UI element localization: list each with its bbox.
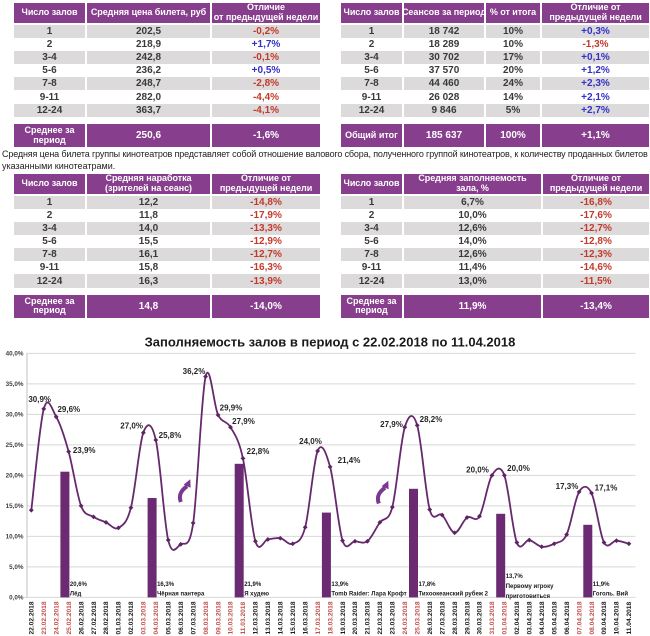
svg-text:19.03.2018: 19.03.2018 [340, 601, 347, 634]
svg-text:22.03.2018: 22.03.2018 [377, 601, 384, 634]
svg-text:24.02.2018: 24.02.2018 [53, 601, 60, 634]
svg-text:40,0%: 40,0% [6, 351, 24, 358]
svg-text:13,7%: 13,7% [506, 574, 524, 580]
svg-text:04.03.2018: 04.03.2018 [153, 601, 160, 634]
svg-text:17.03.2018: 17.03.2018 [315, 601, 322, 634]
svg-text:21.03.2018: 21.03.2018 [365, 601, 372, 634]
svg-text:24,0%: 24,0% [299, 437, 322, 446]
svg-text:08.04.2018: 08.04.2018 [589, 601, 596, 634]
svg-text:27.03.2018: 27.03.2018 [439, 601, 446, 634]
svg-text:07.03.2018: 07.03.2018 [190, 601, 197, 634]
svg-text:35,0%: 35,0% [6, 381, 24, 388]
svg-text:07.04.2018: 07.04.2018 [576, 601, 583, 634]
svg-text:28.03.2018: 28.03.2018 [452, 601, 459, 634]
svg-text:17,3%: 17,3% [556, 482, 579, 491]
svg-text:25,8%: 25,8% [159, 431, 182, 440]
svg-text:10.03.2018: 10.03.2018 [228, 601, 235, 634]
svg-text:0,0%: 0,0% [9, 595, 24, 602]
svg-text:11.04.2018: 11.04.2018 [626, 602, 633, 635]
svg-text:26.03.2018: 26.03.2018 [427, 601, 434, 634]
svg-text:18.03.2018: 18.03.2018 [327, 601, 334, 634]
svg-text:31.03.2018: 31.03.2018 [489, 601, 496, 634]
svg-text:30,9%: 30,9% [28, 395, 51, 404]
svg-text:25,0%: 25,0% [6, 442, 24, 449]
svg-text:02.04.2018: 02.04.2018 [514, 601, 521, 634]
svg-text:27.02.2018: 27.02.2018 [91, 601, 98, 634]
svg-text:15,0%: 15,0% [6, 503, 24, 510]
svg-text:04.04.2018: 04.04.2018 [539, 601, 546, 634]
svg-text:01.04.2018: 01.04.2018 [502, 601, 509, 634]
svg-text:09.04.2018: 09.04.2018 [601, 601, 608, 634]
svg-text:05.04.2018: 05.04.2018 [551, 601, 558, 634]
svg-text:13,9%: 13,9% [331, 582, 349, 588]
svg-text:20,0%: 20,0% [466, 465, 489, 474]
svg-text:01.03.2018: 01.03.2018 [116, 601, 123, 634]
svg-text:15.03.2018: 15.03.2018 [290, 601, 297, 634]
svg-text:приготовиться: приготовиться [506, 594, 551, 600]
svg-text:21,4%: 21,4% [338, 456, 361, 465]
svg-text:27,9%: 27,9% [232, 417, 255, 426]
svg-text:36,2%: 36,2% [183, 367, 206, 376]
svg-text:23,9%: 23,9% [73, 446, 96, 455]
svg-text:23.03.2018: 23.03.2018 [390, 601, 397, 634]
svg-text:06.04.2018: 06.04.2018 [564, 601, 571, 634]
svg-text:12.03.2018: 12.03.2018 [253, 601, 260, 634]
svg-text:Заполняемость залов в период с: Заполняемость залов в период с 22.02.201… [145, 335, 516, 350]
svg-text:29,6%: 29,6% [57, 405, 80, 414]
svg-text:28.02.2018: 28.02.2018 [103, 601, 110, 634]
svg-text:16,3%: 16,3% [157, 582, 175, 588]
svg-text:25.03.2018: 25.03.2018 [414, 601, 421, 634]
svg-text:14.03.2018: 14.03.2018 [278, 601, 285, 634]
svg-text:Я худею: Я худею [244, 591, 269, 597]
svg-text:05.03.2018: 05.03.2018 [165, 601, 172, 634]
svg-text:25.02.2018: 25.02.2018 [66, 601, 73, 634]
svg-text:Tomb Raider: Лара Крофт: Tomb Raider: Лара Крофт [331, 590, 406, 597]
svg-text:08.03.2018: 08.03.2018 [203, 601, 210, 634]
svg-text:28,2%: 28,2% [420, 415, 443, 424]
svg-text:11,9%: 11,9% [593, 582, 610, 588]
svg-text:20,6%: 20,6% [70, 582, 88, 588]
svg-text:17,1%: 17,1% [595, 483, 618, 492]
svg-text:5,0%: 5,0% [9, 564, 24, 571]
svg-text:30,0%: 30,0% [6, 412, 24, 419]
svg-text:03.03.2018: 03.03.2018 [141, 601, 148, 634]
svg-text:Чёрная пантера: Чёрная пантера [157, 591, 205, 597]
svg-text:13.03.2018: 13.03.2018 [265, 601, 272, 634]
svg-text:Лёд: Лёд [70, 591, 82, 597]
svg-text:23.02.2018: 23.02.2018 [41, 601, 48, 634]
svg-text:03.04.2018: 03.04.2018 [527, 601, 534, 634]
svg-text:09.03.2018: 09.03.2018 [215, 601, 222, 634]
svg-text:Гоголь. Вий: Гоголь. Вий [593, 590, 629, 597]
svg-text:06.03.2018: 06.03.2018 [178, 601, 185, 634]
svg-text:Тихоокеанский рубеж 2: Тихоокеанский рубеж 2 [419, 590, 489, 597]
svg-text:20,0%: 20,0% [6, 473, 24, 480]
svg-text:02.03.2018: 02.03.2018 [128, 601, 135, 634]
svg-text:10.04.2018: 10.04.2018 [614, 601, 621, 634]
svg-text:22,8%: 22,8% [247, 447, 270, 456]
svg-text:17,8%: 17,8% [419, 582, 437, 588]
svg-text:20.03.2018: 20.03.2018 [352, 601, 359, 634]
svg-text:11.03.2018: 11.03.2018 [240, 602, 247, 635]
svg-text:29,9%: 29,9% [220, 403, 243, 412]
svg-text:22.02.2018: 22.02.2018 [29, 601, 36, 634]
svg-text:16.03.2018: 16.03.2018 [302, 601, 309, 634]
svg-text:27,9%: 27,9% [380, 420, 403, 429]
svg-text:26.02.2018: 26.02.2018 [78, 601, 85, 634]
svg-text:27,0%: 27,0% [120, 422, 143, 431]
svg-text:10,0%: 10,0% [6, 534, 24, 541]
svg-text:29.03.2018: 29.03.2018 [464, 601, 471, 634]
svg-text:30.03.2018: 30.03.2018 [477, 601, 484, 634]
svg-text:Первому игроку: Первому игроку [506, 584, 554, 590]
svg-text:24.03.2018: 24.03.2018 [402, 601, 409, 634]
svg-text:21,9%: 21,9% [244, 582, 262, 588]
svg-text:20,0%: 20,0% [507, 464, 530, 473]
